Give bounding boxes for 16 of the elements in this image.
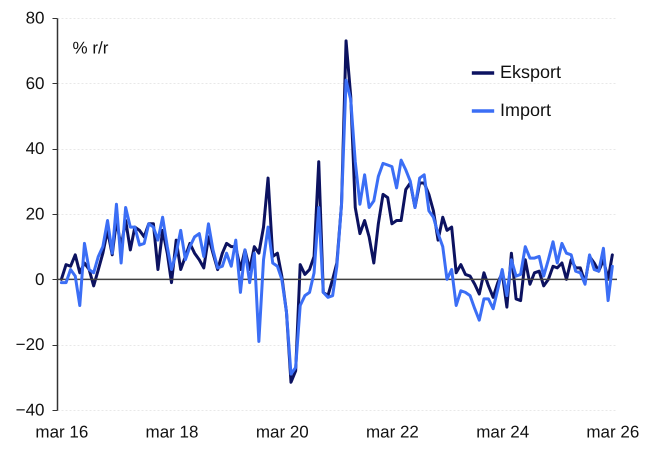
x-tick-label: mar 20 bbox=[256, 422, 309, 442]
x-tick-label: mar 16 bbox=[35, 422, 88, 442]
y-tick-label: 60 bbox=[26, 74, 44, 93]
x-tick-label: mar 24 bbox=[476, 422, 530, 442]
x-tick-label: mar 22 bbox=[366, 422, 419, 442]
y-tick-label: 80 bbox=[26, 8, 44, 28]
y-tick-label: −40 bbox=[16, 400, 44, 420]
x-tick-label: mar 26 bbox=[586, 422, 640, 442]
y-axis-title: % r/r bbox=[72, 38, 109, 58]
legend-label: Eksport bbox=[500, 62, 562, 82]
y-tick-label: 0 bbox=[35, 270, 44, 289]
legend-label: Import bbox=[500, 100, 552, 120]
y-tick-label: 40 bbox=[26, 139, 44, 158]
x-tick-label: mar 18 bbox=[146, 422, 198, 442]
y-tick-label: −20 bbox=[16, 335, 44, 354]
y-tick-label: 20 bbox=[26, 204, 44, 224]
